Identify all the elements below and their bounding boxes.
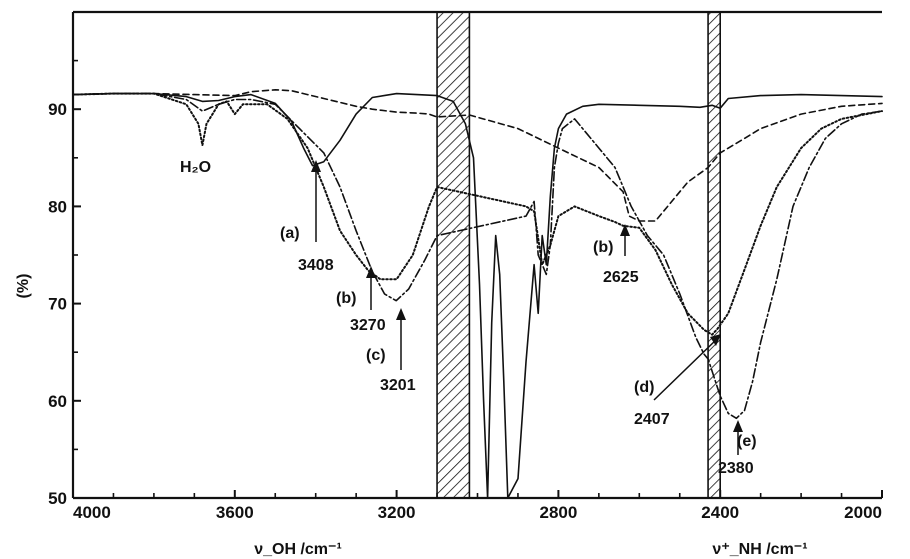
h2o-label: H₂O — [180, 159, 211, 176]
y-tick-label: 70 — [48, 295, 67, 314]
y-tick-label: 80 — [48, 197, 67, 216]
y-tick-label: 50 — [48, 489, 67, 508]
x-axis-label-right: ν⁺_NH /cm⁻¹ — [712, 541, 807, 558]
arrowhead-a — [311, 160, 321, 172]
annotations: H₂O (a) 3408 (b) 3270 (c) 3201 (b) 2625 … — [180, 159, 757, 477]
label-b2: (b) — [593, 239, 613, 256]
arrowhead-c — [396, 308, 406, 320]
arrowhead-b — [366, 266, 376, 278]
x-tick-label: 4000 — [73, 503, 111, 522]
value-d: 2407 — [634, 411, 670, 428]
y-tick-label: 60 — [48, 392, 67, 411]
hatched-region-0 — [436, 11, 471, 499]
y-axis-label: (%) — [15, 274, 32, 299]
label-a: (a) — [280, 225, 300, 242]
value-a: 3408 — [298, 257, 334, 274]
arrow-d — [653, 337, 719, 401]
series-solid-line — [72, 92, 883, 499]
spectrum-curves — [72, 89, 883, 499]
series-dotted-line — [72, 92, 883, 336]
hatched-regions — [436, 11, 722, 499]
x-tick-label: 3600 — [216, 503, 254, 522]
x-tick-label: 3200 — [378, 503, 416, 522]
value-e: 2380 — [718, 460, 754, 477]
x-axis-label-left: ν_OH /cm⁻¹ — [254, 541, 342, 558]
y-tick-label: 90 — [48, 100, 67, 119]
series-dash-dot-line — [72, 92, 883, 420]
value-b: 3270 — [350, 317, 386, 334]
label-d: (d) — [634, 379, 654, 396]
arrowhead-b2 — [620, 224, 630, 236]
value-b2: 2625 — [603, 269, 639, 286]
label-b: (b) — [336, 290, 356, 307]
x-tick-label: 2800 — [539, 503, 577, 522]
x-tick-label: 2400 — [701, 503, 739, 522]
label-e: (e) — [737, 433, 757, 450]
axis-ticks: 4000 3600 3200 2800 2400 2000 50 60 70 80 90 — [48, 59, 883, 522]
label-c: (c) — [366, 347, 386, 364]
series-dashed-line — [72, 89, 883, 222]
arrowhead-e — [733, 420, 743, 432]
arrowhead-d — [710, 334, 721, 346]
x-tick-label: 2000 — [844, 503, 882, 522]
hatched-region-1 — [707, 11, 722, 499]
value-c: 3201 — [380, 377, 416, 394]
